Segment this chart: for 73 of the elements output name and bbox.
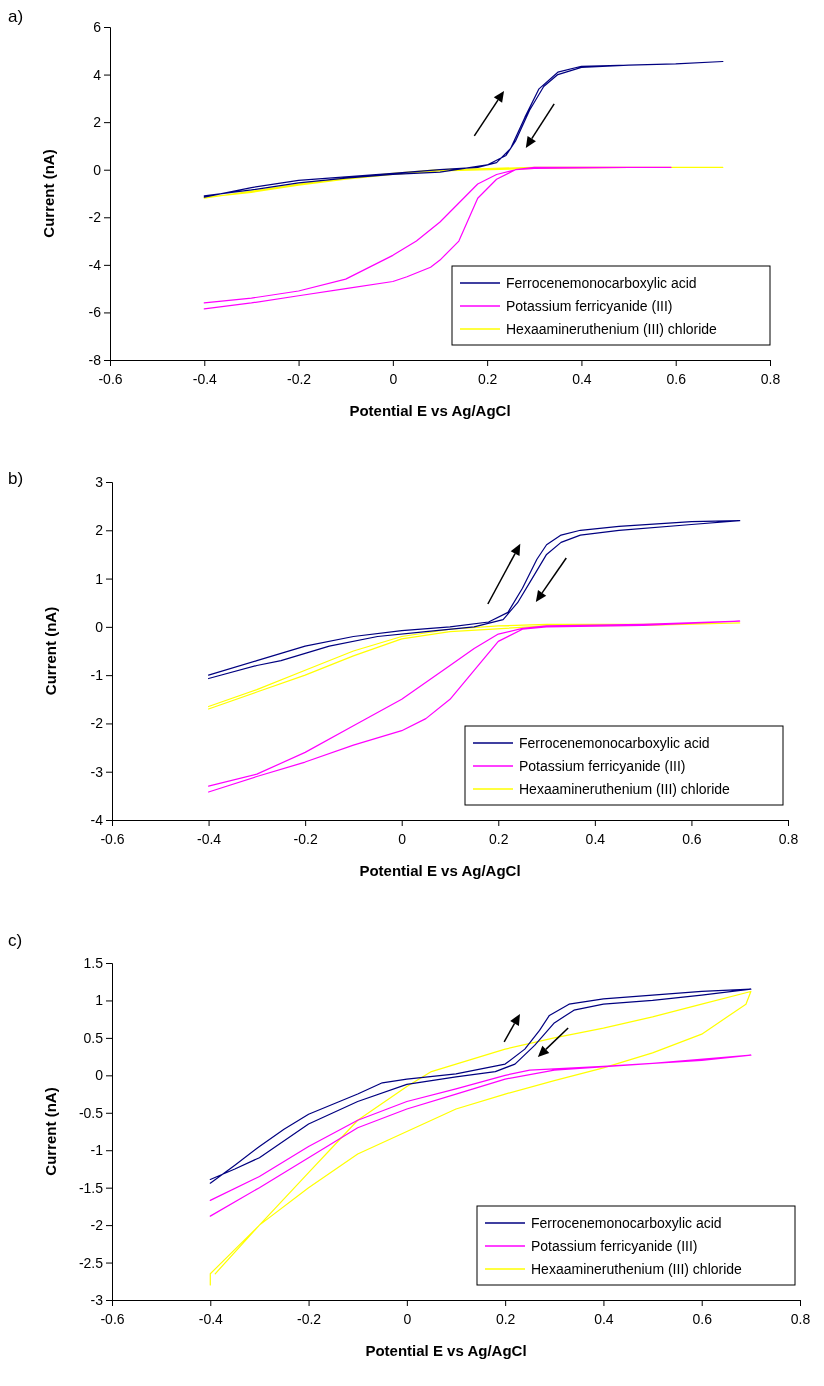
y-tick-label: -4: [90, 811, 104, 828]
x-tick-label: -0.4: [197, 831, 222, 848]
y-tick-label: 4: [93, 66, 102, 83]
y-tick-label: 2: [93, 114, 102, 131]
chart-title: a): [8, 7, 24, 26]
x-tick-label: -0.4: [198, 1311, 224, 1328]
y-tick-label: -6: [88, 304, 102, 321]
x-tick-label: 0.6: [692, 1311, 713, 1328]
x-tick-label: 0.8: [778, 831, 799, 848]
y-tick-label: -8: [88, 351, 102, 368]
y-tick-label: 6: [93, 18, 102, 35]
x-tick-label: -0.6: [98, 371, 123, 388]
y-tick-label: 0: [95, 1067, 104, 1084]
y-tick-label: -3: [90, 1291, 104, 1308]
x-axis-title: Potential E vs Ag/AgCl: [349, 402, 511, 419]
legend-label: Potassium ferricyanide (III): [531, 1238, 698, 1254]
x-tick-label: 0: [389, 371, 398, 388]
y-tick-label: 2: [95, 522, 104, 539]
x-tick-label: -0.6: [100, 831, 125, 848]
x-tick-label: -0.2: [287, 371, 312, 388]
y-tick-label: 1.5: [83, 954, 104, 971]
line-series: [209, 1054, 752, 1217]
legend-label: Potassium ferricyanide (III): [506, 298, 673, 314]
y-tick-label: -1: [90, 1142, 104, 1159]
x-tick-label: 0.8: [790, 1311, 811, 1328]
legend-label: Hexaamineruthenium (III) chloride: [519, 781, 731, 797]
y-tick-label: 1: [95, 992, 104, 1009]
y-tick-label: 3: [95, 473, 104, 490]
chart-title: b): [8, 469, 24, 488]
y-tick-label: -2: [90, 715, 104, 732]
y-tick-label: -2: [90, 1217, 104, 1234]
y-tick-label: 0: [95, 618, 104, 635]
x-tick-label: 0.6: [682, 831, 702, 848]
x-tick-label: 0.2: [489, 831, 509, 848]
y-tick-label: -4: [88, 256, 102, 273]
legend-label: Hexaamineruthenium (III) chloride: [506, 321, 718, 337]
x-tick-label: -0.6: [100, 1311, 125, 1328]
line-series: [203, 60, 724, 198]
legend-label: Ferrocenemonocarboxylic acid: [506, 275, 697, 291]
legend-label: Hexaamineruthenium (III) chloride: [531, 1261, 743, 1277]
x-tick-label: -0.4: [192, 371, 218, 388]
x-axis-title: Potential E vs Ag/AgCl: [365, 1342, 527, 1359]
x-axis-title: Potential E vs Ag/AgCl: [359, 862, 521, 879]
legend-label: Ferrocenemonocarboxylic acid: [531, 1215, 722, 1231]
x-tick-label: -0.2: [293, 831, 318, 848]
chart-title: c): [8, 931, 23, 950]
y-axis-title: Current (nA): [40, 149, 57, 238]
y-tick-label: -3: [90, 763, 104, 780]
y-tick-label: -2.5: [78, 1254, 104, 1271]
legend-label: Ferrocenemonocarboxylic acid: [519, 735, 710, 751]
x-tick-label: 0: [403, 1311, 412, 1328]
line-series: [207, 520, 741, 680]
y-tick-label: -1: [90, 667, 104, 684]
x-tick-label: 0.6: [666, 371, 687, 388]
x-tick-label: 0.2: [477, 371, 498, 388]
y-axis-title: Current (nA): [42, 606, 59, 696]
x-tick-label: 0.8: [760, 371, 781, 388]
x-tick-label: 0.4: [572, 371, 592, 388]
line-series: [209, 988, 752, 1184]
x-tick-label: 0.4: [585, 831, 606, 848]
y-tick-label: -0.5: [78, 1104, 104, 1121]
y-tick-label: -2: [88, 209, 102, 226]
x-tick-label: 0.2: [495, 1311, 516, 1328]
y-tick-label: 0: [93, 161, 102, 178]
y-axis-title: Current (nA): [42, 1087, 59, 1176]
line-series: [209, 990, 752, 1286]
legend-label: Potassium ferricyanide (III): [519, 758, 686, 774]
x-tick-label: -0.2: [297, 1311, 322, 1328]
y-tick-label: 1: [95, 570, 104, 587]
y-tick-label: -1.5: [78, 1179, 104, 1196]
x-tick-label: 0.4: [594, 1311, 614, 1328]
x-tick-label: 0: [398, 831, 407, 848]
y-tick-label: 0.5: [83, 1029, 104, 1046]
